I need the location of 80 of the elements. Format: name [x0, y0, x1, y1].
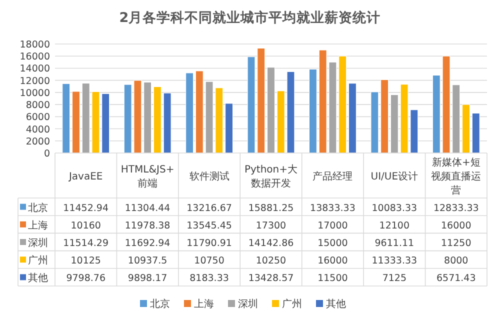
y-tick-label: 2000 [26, 136, 50, 148]
x-tick-label: HTML&JS+前端 [120, 164, 174, 190]
bar [472, 112, 480, 154]
data-label: 10125 [70, 256, 101, 267]
data-label: 8000 [444, 256, 468, 267]
data-label: 6571.43 [436, 273, 476, 284]
bar [186, 72, 194, 154]
legend-item: 其他 [316, 299, 346, 310]
x-tick-label: JavaEE [68, 172, 103, 182]
data-label: 15000 [318, 238, 348, 249]
bar [462, 104, 470, 154]
bar [267, 67, 275, 154]
legend-item: 广州 [272, 299, 302, 310]
x-tick-label: Python+大数据开发 [244, 164, 298, 190]
data-label: 16000 [318, 256, 348, 267]
legend-label: 深圳 [28, 237, 48, 249]
bar [144, 82, 152, 154]
data-label: 16000 [441, 220, 472, 232]
data-label: 17300 [256, 220, 286, 232]
data-label: 10083.33 [372, 202, 418, 214]
x-tick-label: UI/UE设计 [370, 170, 418, 182]
y-tick-label: 18000 [20, 40, 50, 50]
data-label: 12100 [379, 220, 410, 232]
data-label: 12833.33 [433, 202, 479, 214]
bar [153, 86, 162, 154]
data-label: 10937.5 [128, 256, 168, 267]
data-label: 11692.94 [124, 238, 170, 249]
bar [195, 70, 204, 154]
data-label: 11978.38 [124, 220, 170, 232]
data-label: 10250 [256, 256, 286, 267]
legend-label: 广州 [28, 254, 48, 267]
bar [370, 92, 379, 154]
bar [163, 92, 172, 154]
y-tick-label: 8000 [26, 100, 50, 112]
bar [62, 83, 70, 154]
legend-label: 上海 [28, 219, 48, 232]
data-label: 11790.91 [186, 238, 232, 249]
legend-label: 其他 [28, 272, 48, 284]
data-label: 15881.25 [248, 202, 294, 214]
bar [338, 56, 347, 154]
bar [225, 103, 233, 154]
chart-title: 2月各学科不同就业城市平均就业薪资统计 [119, 9, 381, 26]
data-label: 9898.17 [128, 273, 168, 284]
data-label: 17000 [318, 220, 348, 232]
bar [348, 83, 356, 154]
data-label: 10750 [194, 256, 224, 267]
y-tick-label: 16000 [20, 52, 50, 63]
bar [380, 79, 389, 154]
bar [390, 94, 398, 154]
y-tick-label: 6000 [26, 112, 50, 124]
data-label: 13833.33 [310, 202, 356, 214]
x-tick-label: 软件测试 [189, 170, 230, 182]
data-label: 11514.29 [63, 238, 109, 249]
x-tick-label: 产品经理 [312, 170, 353, 182]
y-tick-label: 10000 [20, 88, 50, 99]
y-tick-label: 14000 [20, 64, 50, 75]
data-label: 13545.45 [186, 220, 232, 232]
data-label: 11500 [318, 273, 348, 284]
legend-item: 北京 [140, 299, 170, 310]
data-label: 9611.11 [374, 238, 414, 249]
x-tick-label: 新媒体+短视频直播运营 [431, 156, 482, 196]
y-tick-label: 12000 [20, 76, 50, 87]
data-label: 11452.94 [63, 202, 109, 214]
data-label: 7125 [382, 273, 407, 284]
legend-item: 上海 [184, 299, 214, 310]
y-tick-label: 4000 [26, 124, 50, 136]
bar [72, 91, 80, 154]
bar [309, 68, 317, 154]
data-label: 11304.44 [124, 202, 170, 214]
y-tick-label: 0 [44, 148, 50, 160]
data-label: 8183.33 [190, 273, 229, 284]
data-label: 11250 [441, 238, 472, 249]
legend-label: 北京 [28, 202, 48, 214]
data-label: 13216.67 [186, 202, 232, 214]
data-label: 9798.76 [66, 273, 106, 284]
data-label: 10160 [70, 220, 101, 232]
legend-item: 深圳 [228, 299, 258, 310]
data-label: 11333.33 [372, 256, 418, 267]
data-label: 13428.57 [248, 273, 294, 284]
data-label: 14142.86 [248, 238, 294, 249]
